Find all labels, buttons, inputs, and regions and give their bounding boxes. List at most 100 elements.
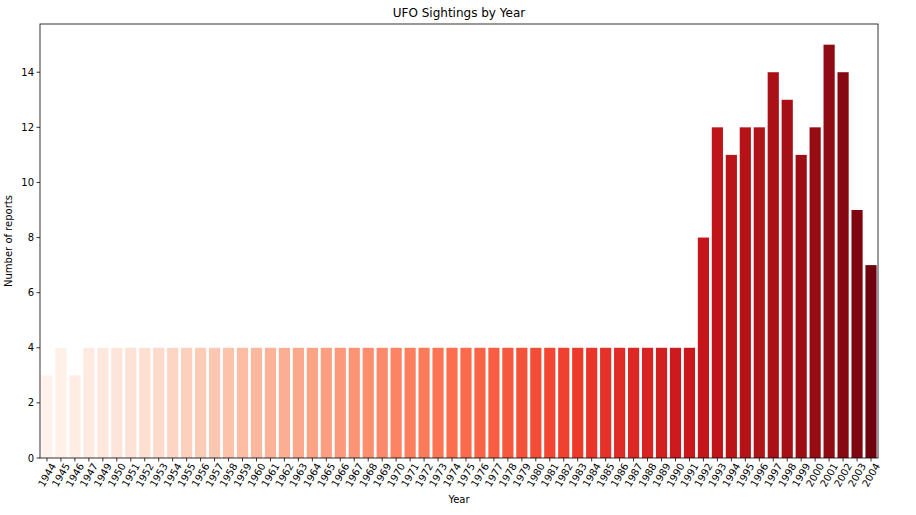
bar xyxy=(446,348,457,458)
x-tick xyxy=(382,458,383,462)
x-tick xyxy=(731,458,732,462)
x-tick xyxy=(787,458,788,462)
x-tick xyxy=(228,458,229,462)
x-tick xyxy=(396,458,397,462)
title: UFO Sightings by Year xyxy=(393,6,525,20)
bar xyxy=(363,348,374,458)
y-tick xyxy=(37,292,41,293)
x-tick xyxy=(172,458,173,462)
bar xyxy=(488,348,499,458)
x-tick xyxy=(158,458,159,462)
bar xyxy=(516,348,527,458)
x-tick xyxy=(493,458,494,462)
bar xyxy=(125,348,136,458)
x-tick xyxy=(242,458,243,462)
y-tick-label: 6 xyxy=(28,287,34,298)
bar xyxy=(321,348,332,458)
bar xyxy=(69,375,80,458)
x-tick xyxy=(102,458,103,462)
bar xyxy=(614,348,625,458)
x-tick xyxy=(340,458,341,462)
x-tick xyxy=(661,458,662,462)
bar xyxy=(684,348,695,458)
x-tick xyxy=(689,458,690,462)
x-axis-label: Year xyxy=(447,494,470,505)
y-tick-label: 0 xyxy=(28,453,34,464)
bar xyxy=(670,348,681,458)
bar xyxy=(600,348,611,458)
x-tick xyxy=(186,458,187,462)
bar xyxy=(572,348,583,458)
x-tick xyxy=(759,458,760,462)
bar xyxy=(335,348,346,458)
x-tick xyxy=(465,458,466,462)
chart: 0246810121419441945194619471949195019511… xyxy=(0,0,916,515)
x-tick xyxy=(507,458,508,462)
x-tick xyxy=(577,458,578,462)
bar xyxy=(502,348,513,458)
x-tick xyxy=(745,458,746,462)
bar xyxy=(251,348,262,458)
x-tick xyxy=(410,458,411,462)
bar xyxy=(740,127,751,458)
bar xyxy=(698,238,709,458)
bar xyxy=(432,348,443,458)
bar xyxy=(111,348,122,458)
bar xyxy=(418,348,429,458)
y-tick-label: 14 xyxy=(21,67,34,78)
x-tick xyxy=(200,458,201,462)
x-tick-label: 2004 xyxy=(860,461,882,489)
bar xyxy=(279,348,290,458)
y-tick-label: 4 xyxy=(28,342,34,353)
bar xyxy=(307,348,318,458)
x-tick xyxy=(60,458,61,462)
x-tick xyxy=(633,458,634,462)
bar xyxy=(865,265,876,458)
x-tick xyxy=(717,458,718,462)
bar xyxy=(642,348,653,458)
y-tick-label: 8 xyxy=(28,232,34,243)
x-tick xyxy=(438,458,439,462)
bar xyxy=(405,348,416,458)
bar xyxy=(139,348,150,458)
x-tick xyxy=(452,458,453,462)
bar xyxy=(810,127,821,458)
y-tick xyxy=(37,347,41,348)
x-tick xyxy=(284,458,285,462)
x-tick xyxy=(354,458,355,462)
bar xyxy=(181,348,192,458)
bar xyxy=(349,348,360,458)
x-tick xyxy=(214,458,215,462)
y-tick xyxy=(37,402,41,403)
x-tick xyxy=(773,458,774,462)
y-tick xyxy=(37,127,41,128)
x-tick xyxy=(256,458,257,462)
bar xyxy=(656,348,667,458)
x-tick xyxy=(675,458,676,462)
bar xyxy=(377,348,388,458)
bar xyxy=(586,348,597,458)
x-tick xyxy=(591,458,592,462)
x-tick xyxy=(88,458,89,462)
bar xyxy=(544,348,555,458)
bar xyxy=(460,348,471,458)
x-tick xyxy=(368,458,369,462)
y-axis-label: Number of reports xyxy=(3,195,14,287)
bar xyxy=(530,348,541,458)
bar xyxy=(754,127,765,458)
bar xyxy=(474,348,485,458)
bar xyxy=(768,72,779,458)
bar xyxy=(223,348,234,458)
bar xyxy=(153,348,164,458)
bars xyxy=(41,45,876,458)
x-tick xyxy=(703,458,704,462)
y-tick xyxy=(37,458,41,459)
bar xyxy=(782,100,793,458)
bar xyxy=(195,348,206,458)
x-tick xyxy=(815,458,816,462)
plot-frame xyxy=(40,24,878,458)
y-tick-label: 12 xyxy=(21,122,34,133)
x-tick xyxy=(563,458,564,462)
x-tick xyxy=(521,458,522,462)
y-tick xyxy=(37,72,41,73)
